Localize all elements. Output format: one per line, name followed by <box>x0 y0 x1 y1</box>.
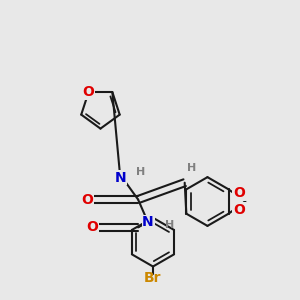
Text: H: H <box>165 220 174 230</box>
Text: N: N <box>142 215 154 229</box>
Text: O: O <box>233 186 245 200</box>
Text: H: H <box>188 164 197 173</box>
Text: O: O <box>82 85 94 99</box>
Text: O: O <box>233 203 245 217</box>
Text: Br: Br <box>144 271 162 285</box>
Text: O: O <box>86 220 98 234</box>
Text: O: O <box>81 193 93 206</box>
Text: H: H <box>136 167 145 177</box>
Text: N: N <box>115 171 126 185</box>
